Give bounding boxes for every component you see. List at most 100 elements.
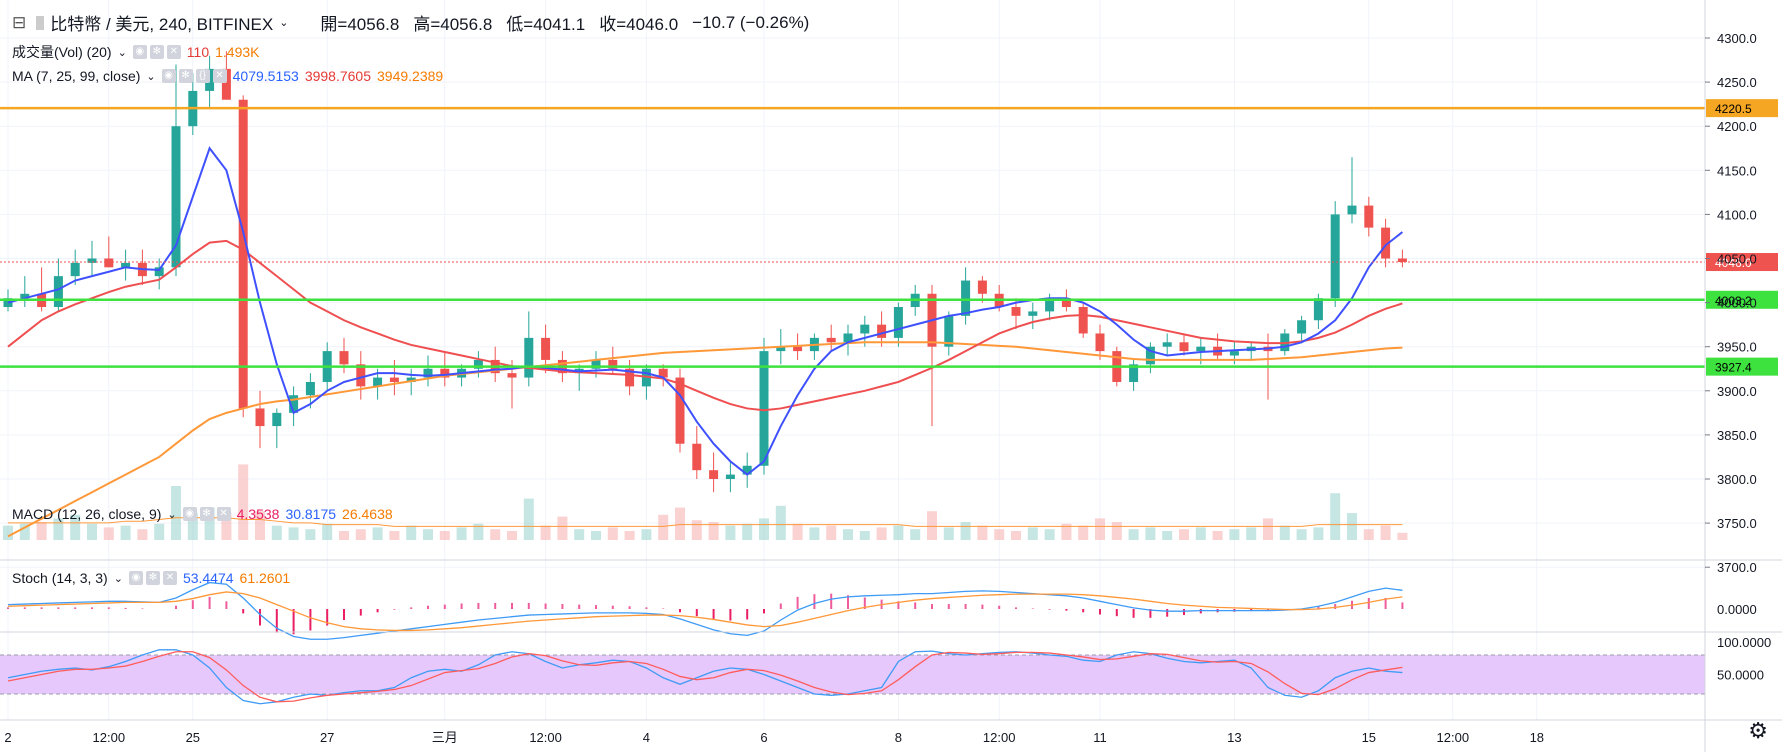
volume-legend[interactable]: 成交量(Vol) (20) ⌄ ◉ ✻ ✕ 110 1.493K <box>12 42 260 62</box>
time-tick-label: 6 <box>760 730 767 745</box>
stoch-d-value: 61.2601 <box>239 570 291 586</box>
price-tick-label: 3800.0 <box>1717 472 1757 487</box>
macd-hist-value: 4.3538 <box>236 506 280 522</box>
price-tick-label: 4100.0 <box>1717 207 1757 222</box>
candle-body <box>1330 214 1340 299</box>
time-tick-label: 27 <box>320 730 334 745</box>
volume-bar <box>355 529 366 540</box>
macd-legend[interactable]: MACD (12, 26, close, 9) ⌄ ◉ ✻ ✕ 4.3538 30.… <box>12 506 393 522</box>
volume-bar <box>624 531 635 540</box>
candle-body <box>1162 342 1172 347</box>
ma-legend[interactable]: MA (7, 25, 99, close) ⌄ ◉ ✻{} ✕ 4079.5153 … <box>12 68 443 84</box>
high-value: 高=4056.8 <box>413 15 493 34</box>
time-tick-label: 25 <box>186 730 200 745</box>
price-tag <box>1706 290 1778 309</box>
volume-bar <box>187 513 198 540</box>
volume-bar <box>893 525 904 540</box>
candle-body <box>776 346 786 352</box>
volume-bar <box>641 529 652 540</box>
volume-bar <box>843 529 853 540</box>
time-tick-label: 18 <box>1530 730 1544 745</box>
volume-bar <box>305 529 316 540</box>
legend-actions[interactable]: ◉ ✻ ✕ <box>132 45 181 59</box>
volume-bar <box>120 525 131 540</box>
volume-bar <box>372 527 383 540</box>
price-tick-label: 4300.0 <box>1717 31 1757 46</box>
volume-legend-label: 成交量(Vol) (20) <box>12 44 112 60</box>
macd-legend-label: MACD (12, 26, close, 9) <box>12 506 162 522</box>
volume-bar <box>1195 527 1206 540</box>
time-tick-label: 12:00 <box>983 730 1016 745</box>
candle-body <box>1313 298 1323 321</box>
gear-icon: ✻ <box>145 571 160 585</box>
chevron-down-icon[interactable]: ⌄ <box>167 508 177 521</box>
volume-bar <box>1095 518 1105 540</box>
time-tick-label: 12:00 <box>93 730 126 745</box>
volume-bar <box>1111 522 1122 540</box>
candle-body <box>793 346 803 352</box>
candle-body <box>675 377 685 444</box>
candle-body <box>154 267 164 277</box>
candle-body <box>1364 205 1374 228</box>
macd-line-value: 30.8175 <box>285 506 337 522</box>
candle-body <box>1297 320 1307 334</box>
candle-body <box>877 324 887 338</box>
stoch-legend[interactable]: Stoch (14, 3, 3) ⌄ ◉ ✻ ✕ 53.4474 61.2601 <box>12 570 290 586</box>
chevron-down-icon[interactable]: ⌄ <box>117 46 127 59</box>
time-tick-label: 4 <box>643 730 650 745</box>
candle-body <box>692 443 702 471</box>
volume-bar <box>322 523 333 540</box>
volume-bar <box>960 522 971 540</box>
time-tick-label: 15 <box>1362 730 1376 745</box>
legend-actions[interactable]: ◉ ✻ ✕ <box>182 507 231 521</box>
candle-body <box>944 315 954 347</box>
chevron-down-icon[interactable]: ⌄ <box>279 17 289 29</box>
gear-icon: ✻ <box>199 507 214 521</box>
settings-gear-icon[interactable]: ⚙ <box>1748 718 1768 743</box>
close-icon: ✕ <box>212 69 227 83</box>
ma25-line <box>7 239 1403 412</box>
volume-bar <box>1078 525 1089 540</box>
candle-body <box>87 258 97 263</box>
time-tick-label: 三月 <box>432 730 458 745</box>
legend-actions[interactable]: ◉ ✻ ✕ <box>128 571 177 585</box>
macd-tick-label: 0.0000 <box>1717 602 1757 617</box>
candle-body <box>1145 346 1155 365</box>
volume-bar <box>1179 529 1189 540</box>
candle-body <box>977 280 987 294</box>
symbol-label[interactable]: 比特幣 / 美元, 240, BITFINEX <box>50 15 274 34</box>
volume-bar <box>53 518 64 540</box>
volume-bar <box>725 525 736 540</box>
volume-bar <box>691 520 702 540</box>
candle-body <box>658 368 668 378</box>
legend-actions[interactable]: ◉ ✻{} ✕ <box>161 69 227 83</box>
chevron-down-icon[interactable]: ⌄ <box>113 572 123 585</box>
volume-bar <box>70 514 81 540</box>
candle-body <box>843 333 853 343</box>
volume-bar <box>1263 518 1273 540</box>
layout-icon[interactable]: ⊟ <box>12 12 27 32</box>
candle-body <box>507 373 517 378</box>
volume-bar <box>1145 527 1156 540</box>
price-tick-label: 4000.0 <box>1717 296 1757 311</box>
volume-bar <box>3 525 13 540</box>
eye-icon: ◉ <box>161 69 176 83</box>
candle-body <box>305 381 315 396</box>
stoch-pane <box>0 631 1782 705</box>
candle-body <box>1095 333 1105 352</box>
volume-bar <box>1229 529 1240 540</box>
volume-bar <box>271 525 282 540</box>
volume-bar <box>389 531 400 540</box>
volume-bar <box>171 486 181 540</box>
candle-body <box>70 262 80 277</box>
volume-bar <box>540 525 551 540</box>
volume-bar <box>339 531 349 540</box>
price-tick-label: 3700.0 <box>1717 560 1757 575</box>
volume-bar <box>1313 527 1324 540</box>
stoch-d-line <box>7 651 1403 703</box>
price-tag <box>1706 357 1778 376</box>
stoch-tick-label: 50.0000 <box>1717 668 1764 683</box>
chevron-down-icon[interactable]: ⌄ <box>146 70 156 83</box>
macd-signal-line <box>7 591 1403 632</box>
